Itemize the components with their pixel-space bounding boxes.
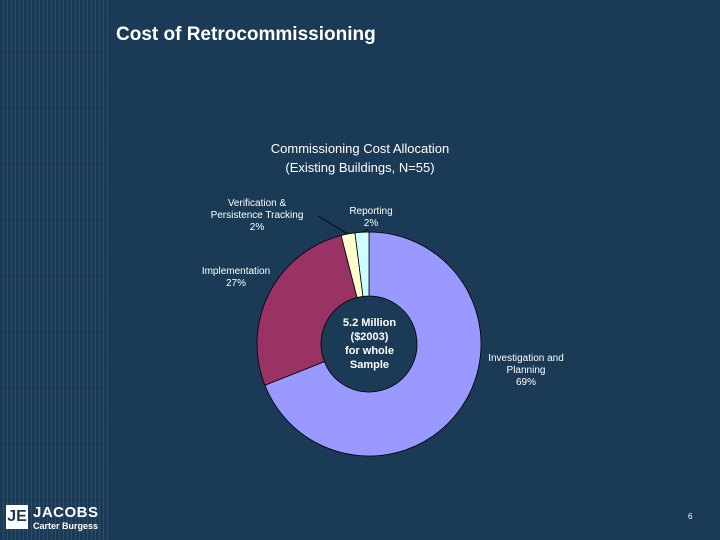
leader-line-verification bbox=[317, 215, 349, 235]
label-investigation: Investigation and Planning 69% bbox=[478, 353, 574, 389]
label-reporting-line-1: Reporting bbox=[349, 206, 393, 217]
slide-title: Cost of Retrocommissioning bbox=[116, 24, 376, 45]
label-investigation-pct: 69% bbox=[515, 377, 536, 388]
label-implementation-line-1: Implementation bbox=[201, 266, 271, 277]
center-label-line-2: ($2003) bbox=[350, 331, 389, 343]
slice-implementation bbox=[256, 235, 358, 386]
donut-center-label: 5.2 Million ($2003) for whole Sample bbox=[322, 316, 417, 372]
logo-subtitle: Carter Burgess bbox=[33, 521, 99, 531]
label-investigation-line-2: Planning bbox=[506, 365, 546, 376]
center-label-line-1: 5.2 Million bbox=[342, 317, 397, 329]
center-label-line-4: Sample bbox=[349, 359, 390, 371]
logo-name: JACOBS bbox=[33, 504, 99, 521]
chart-title: Commissioning Cost Allocation (Existing … bbox=[160, 139, 560, 177]
logo-mark: JE bbox=[6, 505, 28, 529]
label-implementation-pct: 27% bbox=[225, 278, 246, 289]
label-reporting: Reporting 2% bbox=[340, 206, 402, 230]
center-label-line-3: for whole bbox=[345, 345, 394, 357]
label-verification-line-2: Persistence Tracking bbox=[210, 210, 304, 221]
label-investigation-line-1: Investigation and bbox=[488, 353, 564, 364]
label-verification-line-1: Verification & bbox=[227, 198, 287, 209]
slice-investigation bbox=[264, 231, 482, 457]
chart-title-line-2: (Existing Buildings, N=55) bbox=[285, 160, 435, 175]
decorative-stripe-overlay bbox=[0, 0, 108, 540]
slice-reporting bbox=[354, 231, 370, 297]
label-reporting-pct: 2% bbox=[363, 218, 379, 229]
chart-title-line-1: Commissioning Cost Allocation bbox=[270, 141, 450, 156]
label-verification: Verification & Persistence Tracking 2% bbox=[196, 198, 318, 234]
company-logo: JE JACOBS Carter Burgess bbox=[6, 504, 110, 534]
page-number: 6 bbox=[688, 512, 693, 521]
label-verification-pct: 2% bbox=[249, 222, 265, 233]
leader-line-reporting bbox=[361, 228, 369, 233]
decorative-stripe-panel bbox=[0, 0, 108, 540]
label-implementation: Implementation 27% bbox=[190, 266, 282, 290]
